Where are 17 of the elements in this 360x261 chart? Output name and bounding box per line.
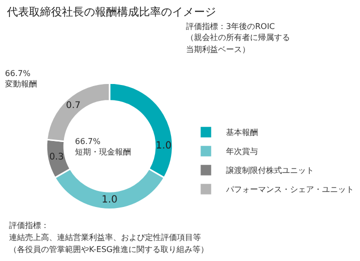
text: （各役員の管掌範囲やK-ESG推進に関する取り組み等） xyxy=(9,245,209,254)
chart-title: 代表取締役社長の報酬構成比率のイメージ xyxy=(6,6,216,19)
legend-label: 年次賞与 xyxy=(226,147,258,156)
text: （親会社の所有者に帰属する xyxy=(186,33,290,42)
data-label: 1.0 xyxy=(102,194,118,206)
text: 連結売上高、連結営業利益率、および定性評価項目等 xyxy=(9,233,201,242)
data-label: 0.3 xyxy=(49,152,64,163)
data-label: 1.0 xyxy=(156,140,172,152)
legend-label: パフォーマンス・シェア・ユニット xyxy=(224,185,354,194)
text: 評価指標： xyxy=(9,221,49,230)
text: 66.7% 短期・現金報酬 xyxy=(75,137,131,156)
legend-label: 譲渡制限付株式ユニット xyxy=(226,166,314,176)
text: 66.7% 変動報酬 xyxy=(5,69,37,88)
text: 評価指標：3年後のROIC xyxy=(186,22,276,31)
data-label: 0.7 xyxy=(66,101,81,112)
legend-label: 基本報酬 xyxy=(226,128,258,138)
text: 当期利益ベース） xyxy=(186,45,250,54)
